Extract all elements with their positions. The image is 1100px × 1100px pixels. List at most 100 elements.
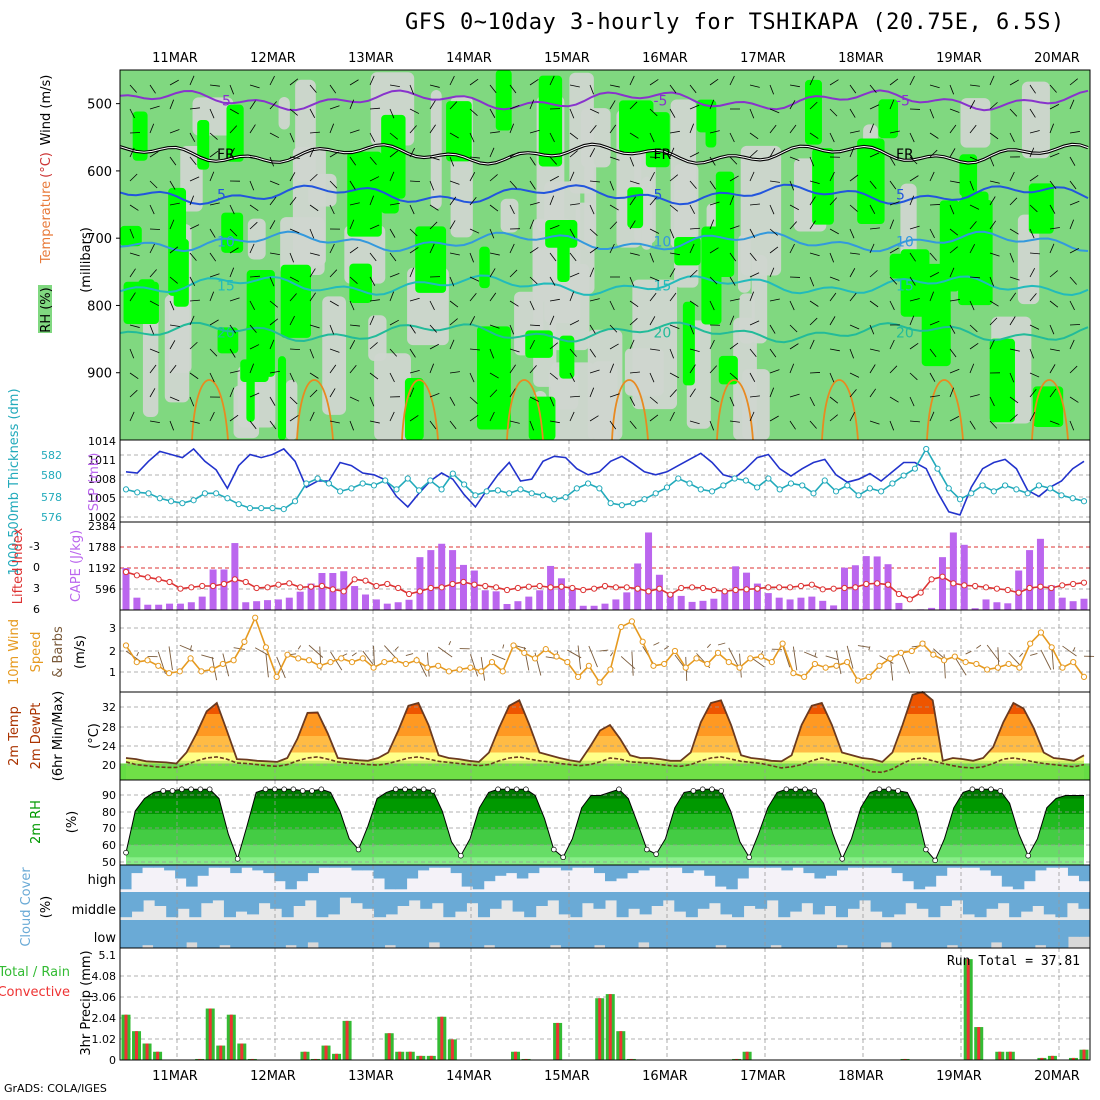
cloud-low-bar xyxy=(858,920,871,948)
lifted-index-point xyxy=(1026,584,1033,592)
wind-barb xyxy=(569,272,580,278)
precip-tick: 0 xyxy=(109,1054,116,1067)
wind-barb xyxy=(709,201,720,206)
wind-barb xyxy=(409,415,419,422)
cape-bar xyxy=(176,603,184,610)
wind-barb xyxy=(609,363,615,374)
cloud-high-bar xyxy=(979,865,992,871)
wind-barb xyxy=(289,396,298,405)
wind-barb-10m xyxy=(233,647,246,650)
cloud-high-bar xyxy=(671,865,683,868)
wind-barb xyxy=(869,204,876,214)
wind-barb xyxy=(449,101,458,110)
rh2m-point xyxy=(169,788,176,794)
wind-barb xyxy=(369,342,378,350)
surface-contour xyxy=(926,379,964,441)
rh2m-point xyxy=(718,788,725,794)
wind10m-point xyxy=(962,659,969,666)
thickness-point xyxy=(461,481,468,488)
wind-barb xyxy=(989,220,997,230)
thickness-point xyxy=(246,505,254,512)
cloud-middle-bar xyxy=(859,892,872,901)
precip-conv-bar xyxy=(629,1058,633,1060)
rh2m-point xyxy=(197,786,204,793)
wind-barb xyxy=(569,348,577,357)
cloud-low-bar xyxy=(682,920,694,948)
cloud-middle-bar xyxy=(431,892,444,904)
lifted-index-point xyxy=(231,576,238,583)
wind-barb xyxy=(749,171,755,182)
lifted-index-point xyxy=(449,580,456,588)
wind-barb xyxy=(649,396,658,404)
wind-barb xyxy=(549,252,557,262)
cloud-high-bar xyxy=(913,865,926,890)
wind-barb xyxy=(869,324,875,335)
wind10m-point xyxy=(165,670,173,677)
cloud-low-bar xyxy=(472,920,485,948)
wind-barb xyxy=(409,180,421,183)
wind10m-point xyxy=(779,640,786,647)
wind-barb xyxy=(969,300,975,311)
wind-barb xyxy=(789,324,798,333)
wind-barb xyxy=(789,84,800,88)
wind-barb-10m xyxy=(792,646,798,671)
cape-bar xyxy=(264,600,272,610)
lifted-index-point xyxy=(525,583,532,590)
cape-bar xyxy=(710,598,718,610)
contour-label: -5 xyxy=(896,93,910,109)
wind10m-tick: 0 xyxy=(109,0,116,3)
wind-barb-10m xyxy=(201,654,214,659)
thickness-point xyxy=(866,485,873,492)
thickness-point xyxy=(291,498,299,505)
cloud-low-bar xyxy=(693,920,705,948)
cape-bar xyxy=(307,583,315,610)
cloud-high-bar xyxy=(814,865,826,879)
wind-barb xyxy=(809,252,820,257)
precip-conv-bar xyxy=(903,1058,907,1060)
date-tick-bottom: 14MAR xyxy=(446,1069,492,1084)
wind-barb-10m xyxy=(1062,645,1077,657)
cloud-high-bar xyxy=(847,865,860,868)
wind-barb xyxy=(749,320,760,326)
wind-barb xyxy=(689,364,696,374)
thickness-point xyxy=(900,472,907,479)
wind-barb xyxy=(729,276,736,286)
precip-conv-bar xyxy=(1050,1055,1054,1060)
cloud-high-bar xyxy=(142,865,154,868)
wind10m-point xyxy=(359,655,366,662)
wind-barb xyxy=(729,396,735,407)
wind-barb xyxy=(1029,388,1037,398)
cape-bar xyxy=(960,544,968,610)
cloud-high-bar xyxy=(1056,865,1069,868)
rh-low-area xyxy=(960,98,991,148)
rh-band xyxy=(126,857,1084,865)
cloud-middle-bar xyxy=(454,892,467,912)
rh2m-point xyxy=(299,788,306,794)
wind-barb xyxy=(309,372,319,379)
wind-barb xyxy=(329,84,337,94)
cape-bar xyxy=(253,601,261,610)
wind-barb xyxy=(529,300,535,311)
precip-conv-bar xyxy=(1008,1051,1012,1060)
wind-barb xyxy=(469,396,478,404)
wind-barb xyxy=(769,84,775,95)
precip-conv-bar xyxy=(135,1031,139,1060)
thickness-point xyxy=(1035,482,1043,489)
cloud-high-bar xyxy=(726,865,738,890)
cloud-middle-bar xyxy=(397,892,410,906)
wind-barb xyxy=(889,99,895,110)
wind-barb xyxy=(609,124,617,134)
wind-barb xyxy=(149,151,159,158)
cloud-middle-bar xyxy=(223,892,236,918)
cloud-high-bar xyxy=(571,865,584,868)
cloud-high-bar xyxy=(494,865,507,876)
rh-high-area xyxy=(627,187,644,229)
contour-label: 5 xyxy=(654,187,663,203)
cloud-middle-bar xyxy=(558,892,571,915)
lifted-index-point xyxy=(874,580,881,587)
wind-barb xyxy=(189,156,197,166)
wind-barb xyxy=(369,75,375,86)
wind-barb xyxy=(729,298,740,302)
wind-barb xyxy=(1049,180,1057,190)
cloud-high-bar xyxy=(957,865,970,868)
